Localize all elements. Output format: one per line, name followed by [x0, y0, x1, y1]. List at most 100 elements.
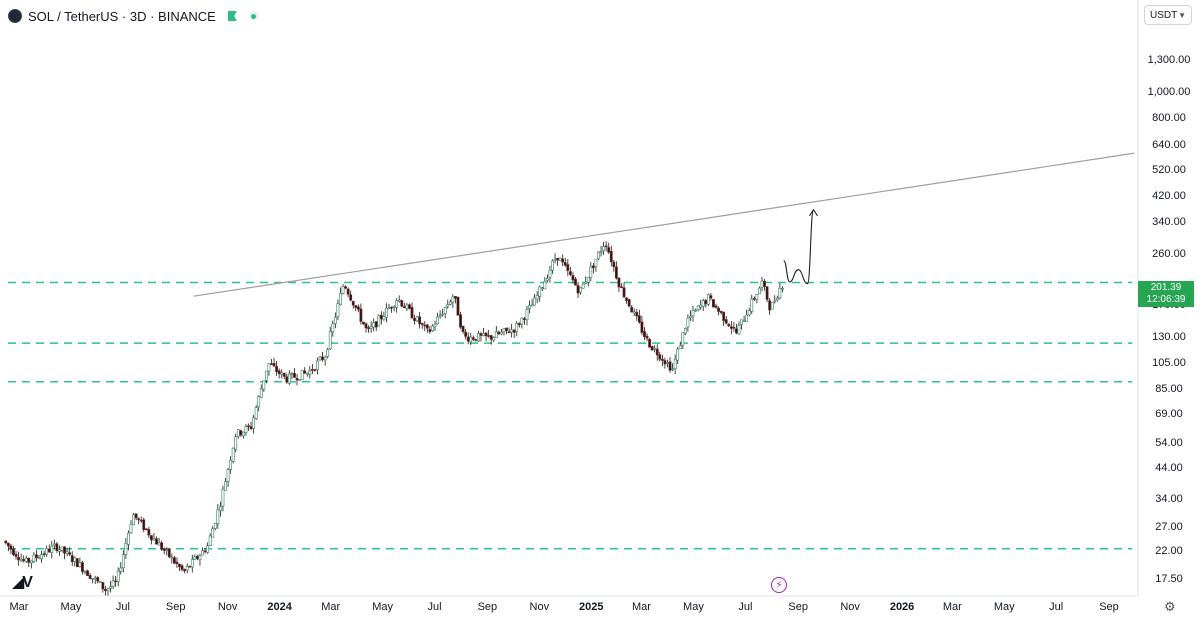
candle	[648, 338, 651, 348]
candle	[86, 569, 89, 577]
candle	[609, 245, 613, 267]
candle	[224, 477, 227, 491]
price-tick-label: 105.00	[1152, 357, 1186, 370]
candle	[14, 550, 18, 560]
price-tick-label: 1,000.00	[1147, 85, 1191, 98]
candle	[221, 485, 225, 512]
candle	[81, 560, 84, 575]
candle	[571, 272, 575, 284]
price-tick-label: 34.00	[1155, 492, 1183, 505]
candle	[763, 279, 766, 291]
currency-label: USDT	[1150, 9, 1178, 21]
candle	[415, 315, 419, 322]
market-status-icon[interactable]	[248, 11, 259, 21]
resistance-trendline[interactable]	[193, 152, 1135, 297]
candle	[98, 581, 102, 583]
currency-select[interactable]: USDT ▼	[1144, 5, 1192, 25]
candle	[709, 292, 713, 301]
candle	[477, 330, 480, 343]
candle	[607, 242, 611, 254]
candle	[742, 315, 746, 322]
candle	[4, 540, 8, 545]
candle	[22, 555, 26, 563]
candle	[502, 328, 506, 336]
candle	[390, 306, 393, 313]
candle	[494, 326, 498, 338]
candle	[165, 547, 169, 556]
price-tick-label: 17.50	[1155, 573, 1183, 585]
gear-icon[interactable]: ⚙	[1164, 599, 1176, 614]
tradingview-logo-icon[interactable]: ◢V	[12, 574, 33, 591]
candle	[354, 305, 358, 312]
price-tick-label: 340.00	[1152, 215, 1186, 228]
projection-path[interactable]	[783, 209, 815, 285]
candle	[428, 325, 432, 334]
candle	[717, 306, 720, 316]
candle	[701, 298, 705, 311]
candle	[287, 370, 291, 385]
candle	[372, 318, 376, 332]
candle	[724, 316, 728, 325]
candle	[658, 351, 662, 362]
candle	[484, 332, 488, 342]
time-tick-label: Jul	[1049, 601, 1064, 613]
candle	[400, 299, 404, 308]
time-tick-label: May	[60, 601, 82, 613]
arrow-up-icon	[809, 208, 818, 217]
candle	[144, 528, 148, 531]
candle	[750, 294, 754, 315]
candle	[423, 321, 427, 332]
time-tick-label: Nov	[840, 601, 860, 613]
time-tick-label: May	[683, 601, 704, 613]
candle	[203, 547, 207, 554]
candle	[362, 321, 365, 325]
candle	[91, 577, 95, 584]
chevron-down-icon: ▼	[1178, 10, 1186, 20]
candle	[397, 295, 401, 303]
price-tick-label: 800.00	[1152, 112, 1186, 125]
candle	[254, 405, 258, 420]
projection-layer	[783, 208, 818, 285]
candle	[259, 384, 263, 398]
candle	[249, 421, 253, 431]
flash-icon[interactable]: ⚡	[771, 577, 787, 593]
candle	[770, 301, 774, 310]
candle	[377, 314, 381, 327]
candle	[252, 414, 256, 434]
candle	[441, 308, 445, 317]
candle	[303, 367, 307, 374]
candle	[448, 299, 452, 306]
candle	[137, 517, 141, 525]
candle	[643, 327, 646, 341]
candle	[88, 573, 92, 580]
candle	[673, 354, 677, 375]
candle	[180, 563, 184, 572]
price-axis[interactable]: 1,300.00 1,000.00 800.00 640.00 520.00 420.00…	[1138, 0, 1200, 621]
price-tick-label: 420.00	[1152, 190, 1186, 203]
candle	[696, 305, 700, 312]
candle	[369, 321, 373, 333]
time-tick-label: Jul	[738, 601, 753, 613]
flag-icon[interactable]	[227, 11, 237, 21]
candle	[758, 286, 761, 295]
time-tick-label: Mar	[9, 601, 29, 613]
candle	[19, 553, 23, 563]
candle	[6, 542, 10, 552]
candle	[295, 373, 299, 386]
candle	[63, 546, 66, 560]
candle	[167, 548, 171, 559]
candle	[413, 314, 416, 325]
candle	[599, 245, 603, 257]
time-tick-label: 2025	[579, 601, 604, 613]
candle	[637, 309, 641, 324]
candle	[538, 285, 542, 302]
candle	[586, 276, 590, 287]
candle	[359, 303, 363, 325]
candle	[719, 310, 723, 315]
candle	[331, 320, 335, 337]
candle	[308, 366, 312, 379]
candle	[280, 369, 284, 379]
candle	[597, 251, 600, 261]
symbol-title[interactable]: SOL / TetherUS · 3D · BINANCE	[28, 8, 216, 24]
